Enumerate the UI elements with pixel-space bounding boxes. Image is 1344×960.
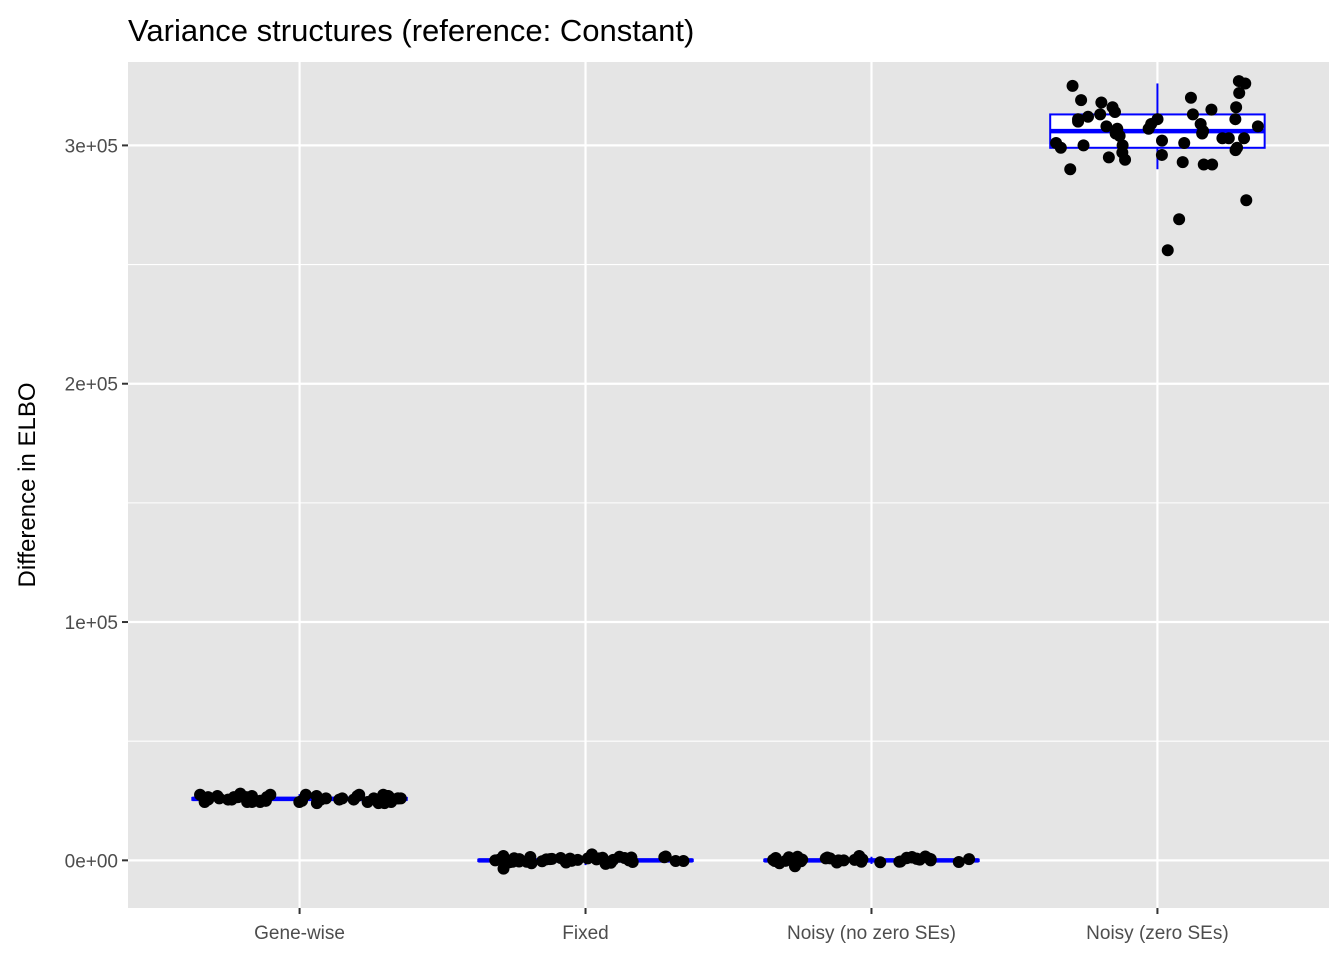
data-point bbox=[1106, 101, 1119, 114]
data-point bbox=[1054, 141, 1067, 154]
data-point bbox=[1229, 144, 1242, 157]
data-point bbox=[1230, 101, 1243, 114]
data-point bbox=[264, 788, 277, 801]
data-point bbox=[1082, 110, 1095, 123]
y-tick-label: 0e+00 bbox=[65, 851, 118, 872]
minor-gridlines bbox=[128, 264, 1329, 742]
data-point bbox=[1113, 129, 1126, 142]
data-point bbox=[963, 853, 976, 866]
data-point bbox=[1075, 94, 1088, 107]
data-point bbox=[353, 788, 366, 801]
data-point bbox=[372, 797, 385, 810]
y-tick-label: 3e+05 bbox=[65, 136, 118, 157]
data-point bbox=[1119, 153, 1132, 166]
data-point bbox=[493, 853, 506, 866]
data-point bbox=[394, 792, 407, 805]
data-point bbox=[782, 851, 795, 864]
data-point bbox=[924, 853, 937, 866]
data-point bbox=[336, 792, 349, 805]
data-point bbox=[564, 852, 577, 865]
data-point bbox=[1206, 158, 1219, 171]
data-point bbox=[1102, 151, 1115, 164]
data-point bbox=[1205, 103, 1218, 116]
data-point bbox=[1155, 134, 1168, 147]
data-point bbox=[293, 795, 306, 808]
y-tick-label: 2e+05 bbox=[65, 375, 118, 396]
x-tick-label: Gene-wise bbox=[254, 923, 345, 944]
data-point bbox=[497, 862, 510, 875]
y-axis: 0e+00 1e+05 2e+05 3e+05 bbox=[65, 136, 128, 872]
data-point bbox=[540, 853, 553, 866]
data-point bbox=[1238, 132, 1251, 145]
data-point bbox=[819, 852, 832, 865]
data-point bbox=[1077, 139, 1090, 152]
data-point bbox=[581, 852, 594, 865]
data-point bbox=[874, 856, 887, 869]
x-tick-label: Noisy (zero SEs) bbox=[1086, 923, 1229, 944]
data-point bbox=[1151, 113, 1164, 126]
data-point bbox=[658, 851, 671, 864]
y-axis-label: Difference in ELBO bbox=[14, 383, 41, 588]
data-point bbox=[1116, 139, 1129, 152]
data-point bbox=[1240, 194, 1253, 207]
data-point bbox=[833, 854, 846, 867]
data-point bbox=[1173, 213, 1186, 226]
data-point bbox=[1229, 113, 1242, 126]
data-point bbox=[796, 853, 809, 866]
data-point bbox=[596, 851, 609, 864]
data-point bbox=[1178, 137, 1191, 150]
data-point bbox=[855, 855, 868, 868]
data-point bbox=[1161, 244, 1174, 257]
data-point bbox=[905, 851, 918, 864]
data-point bbox=[677, 855, 690, 868]
data-point bbox=[1233, 86, 1246, 99]
data-points bbox=[194, 75, 1264, 875]
data-point bbox=[1100, 120, 1113, 133]
data-point bbox=[1094, 108, 1107, 121]
data-point bbox=[607, 853, 620, 866]
data-point bbox=[1176, 156, 1189, 169]
data-point bbox=[1184, 91, 1197, 104]
data-point bbox=[254, 794, 267, 807]
data-point bbox=[768, 855, 781, 868]
x-tick-label: Fixed bbox=[562, 923, 608, 944]
data-point bbox=[1142, 122, 1155, 135]
data-point bbox=[1222, 132, 1235, 145]
data-point bbox=[1239, 77, 1252, 90]
data-point bbox=[1251, 120, 1264, 133]
data-point bbox=[202, 793, 215, 806]
data-point bbox=[618, 851, 631, 864]
data-point bbox=[1066, 79, 1079, 92]
y-tick-label: 1e+05 bbox=[65, 613, 118, 634]
data-point bbox=[1072, 113, 1085, 126]
data-point bbox=[520, 855, 533, 868]
data-point bbox=[314, 793, 327, 806]
data-point bbox=[952, 856, 965, 869]
plot-panel bbox=[128, 62, 1329, 908]
data-point bbox=[227, 791, 240, 804]
major-gridlines bbox=[128, 62, 1329, 908]
data-point bbox=[1197, 125, 1210, 138]
data-point bbox=[1064, 163, 1077, 176]
chart-title: Variance structures (reference: Constant… bbox=[128, 13, 694, 48]
data-point bbox=[1155, 148, 1168, 161]
x-axis: Gene-wise Fixed Noisy (no zero SEs) Noisy (… bbox=[254, 908, 1229, 944]
data-point bbox=[1095, 96, 1108, 109]
data-point bbox=[1186, 108, 1199, 121]
x-tick-label: Noisy (no zero SEs) bbox=[787, 923, 956, 944]
data-point bbox=[213, 792, 226, 805]
data-point bbox=[241, 795, 254, 808]
data-point bbox=[1197, 158, 1210, 171]
